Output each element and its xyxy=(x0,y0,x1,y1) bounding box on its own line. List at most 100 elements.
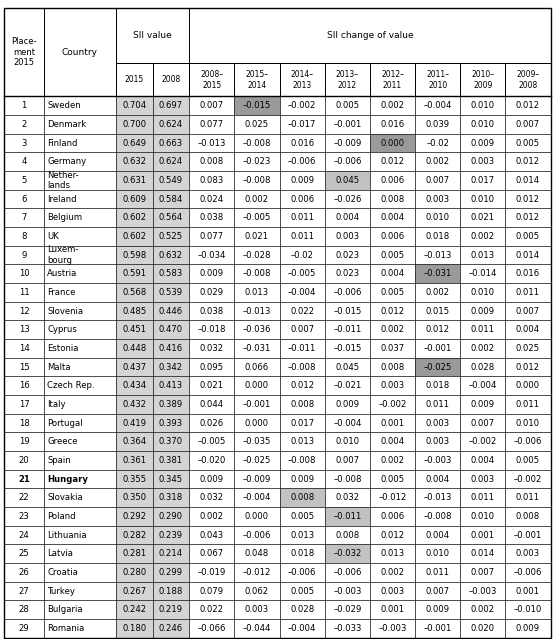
Text: 0.005: 0.005 xyxy=(516,139,540,148)
Bar xyxy=(4,581,44,601)
Bar xyxy=(280,451,325,470)
Bar xyxy=(460,153,506,171)
Text: Germany: Germany xyxy=(47,157,87,166)
Text: –0.005: –0.005 xyxy=(198,437,226,446)
Bar xyxy=(506,433,551,451)
Bar xyxy=(460,96,506,115)
Text: Spain: Spain xyxy=(47,456,71,465)
Bar xyxy=(44,414,116,433)
Text: 0.095: 0.095 xyxy=(200,362,224,372)
Text: 0.020: 0.020 xyxy=(471,624,495,633)
Text: 0.016: 0.016 xyxy=(380,120,405,129)
Text: 0.044: 0.044 xyxy=(200,400,224,409)
Bar xyxy=(234,320,280,339)
Text: 0.011: 0.011 xyxy=(516,400,540,409)
Text: 0.413: 0.413 xyxy=(159,381,183,390)
Text: –0.004: –0.004 xyxy=(243,493,271,502)
Bar xyxy=(153,601,189,619)
Text: 0.602: 0.602 xyxy=(122,232,147,241)
Bar xyxy=(370,171,415,190)
Text: 0.005: 0.005 xyxy=(290,512,314,521)
Bar xyxy=(370,544,415,563)
Text: 0.008: 0.008 xyxy=(290,493,314,502)
Text: 0.000: 0.000 xyxy=(245,512,269,521)
Text: 0.000: 0.000 xyxy=(245,381,269,390)
Bar xyxy=(506,507,551,526)
Bar xyxy=(460,171,506,190)
Bar xyxy=(234,488,280,507)
Text: 13: 13 xyxy=(19,325,29,334)
Bar xyxy=(325,283,370,302)
Bar xyxy=(280,320,325,339)
Text: 0.018: 0.018 xyxy=(290,550,314,558)
Bar xyxy=(460,526,506,544)
Text: 0.032: 0.032 xyxy=(335,493,360,502)
Bar xyxy=(44,227,116,246)
Text: 2008: 2008 xyxy=(162,75,180,84)
Bar xyxy=(370,283,415,302)
Text: 0.364: 0.364 xyxy=(122,437,147,446)
Text: 0.012: 0.012 xyxy=(380,307,405,316)
Text: 0.014: 0.014 xyxy=(471,550,495,558)
Text: 0.014: 0.014 xyxy=(516,176,540,185)
Bar xyxy=(116,339,153,358)
Text: –0.005: –0.005 xyxy=(243,213,271,222)
Text: –0.012: –0.012 xyxy=(243,568,271,577)
Bar xyxy=(153,246,189,265)
Text: 0.003: 0.003 xyxy=(426,419,450,427)
Text: 0.012: 0.012 xyxy=(426,325,450,334)
Text: 0.009: 0.009 xyxy=(290,475,314,484)
Text: –0.001: –0.001 xyxy=(333,120,361,129)
Text: 0.029: 0.029 xyxy=(200,288,224,297)
Text: Sweden: Sweden xyxy=(47,102,81,111)
Bar xyxy=(116,526,153,544)
Text: –0.017: –0.017 xyxy=(288,120,316,129)
Bar xyxy=(116,171,153,190)
Bar xyxy=(280,488,325,507)
Text: Austria: Austria xyxy=(47,269,78,279)
Bar xyxy=(189,302,234,320)
Text: –0.004: –0.004 xyxy=(333,419,361,427)
Text: 0.011: 0.011 xyxy=(516,288,540,297)
Bar xyxy=(280,526,325,544)
Text: 0.004: 0.004 xyxy=(380,437,405,446)
Bar xyxy=(325,358,370,376)
Text: 0.045: 0.045 xyxy=(335,176,360,185)
Text: 23: 23 xyxy=(19,512,29,521)
Bar xyxy=(506,526,551,544)
Bar xyxy=(325,507,370,526)
Text: –0.036: –0.036 xyxy=(243,325,271,334)
Bar xyxy=(415,63,460,96)
Bar xyxy=(325,376,370,395)
Text: 27: 27 xyxy=(19,587,29,596)
Text: 0.290: 0.290 xyxy=(159,512,183,521)
Text: –0.009: –0.009 xyxy=(243,475,271,484)
Text: Greece: Greece xyxy=(47,437,78,446)
Text: –0.018: –0.018 xyxy=(198,325,226,334)
Text: –0.035: –0.035 xyxy=(243,437,271,446)
Bar xyxy=(280,376,325,395)
Bar xyxy=(4,507,44,526)
Bar xyxy=(44,302,116,320)
Text: –0.003: –0.003 xyxy=(423,456,452,465)
Text: Nether-
lands: Nether- lands xyxy=(47,171,79,190)
Text: 0.485: 0.485 xyxy=(122,307,147,316)
Bar xyxy=(325,488,370,507)
Text: 15: 15 xyxy=(19,362,29,372)
Bar xyxy=(153,376,189,395)
Bar xyxy=(280,544,325,563)
Text: 4: 4 xyxy=(22,157,27,166)
Text: 0.006: 0.006 xyxy=(380,232,405,241)
Bar xyxy=(370,619,415,638)
Text: 0.003: 0.003 xyxy=(471,157,495,166)
Text: –0.004: –0.004 xyxy=(288,624,316,633)
Text: 0.009: 0.009 xyxy=(471,307,495,316)
Text: 26: 26 xyxy=(19,568,29,577)
Bar xyxy=(506,601,551,619)
Text: 0.005: 0.005 xyxy=(380,250,405,259)
Bar xyxy=(506,320,551,339)
Text: –0.008: –0.008 xyxy=(288,362,316,372)
Bar xyxy=(234,451,280,470)
Text: 0.008: 0.008 xyxy=(200,157,224,166)
Bar xyxy=(415,470,460,488)
